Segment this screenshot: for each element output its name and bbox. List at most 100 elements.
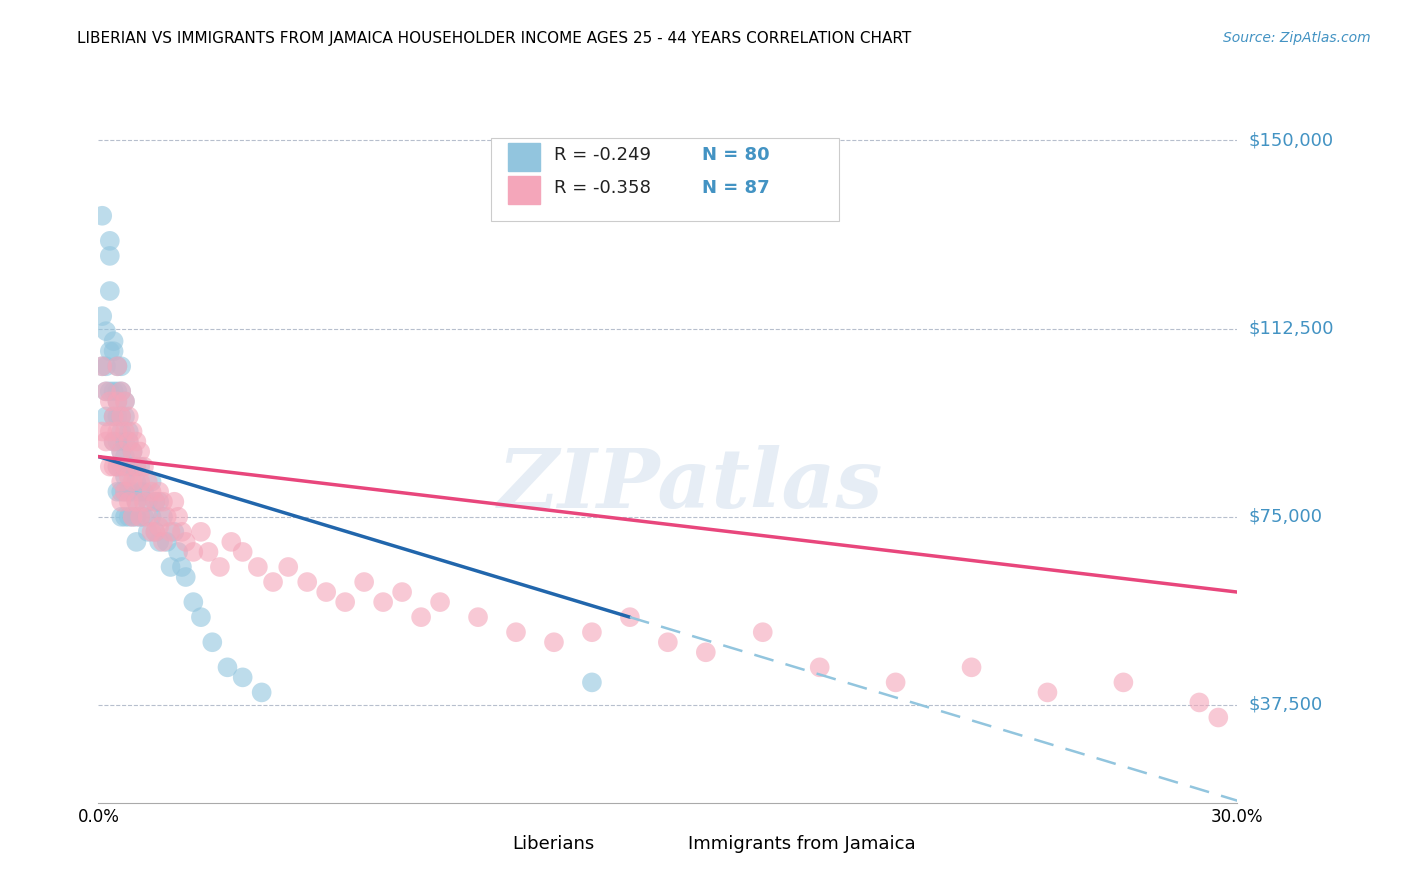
Point [118,469,141,483]
Point [315,585,337,599]
Point [145,494,167,508]
Point [152,509,174,524]
Point [125,475,148,489]
Point [98,384,121,399]
Point [145,494,167,508]
Point [125,494,148,508]
Point [110,384,132,399]
Point [141,484,163,499]
Point [91,359,114,374]
Point [163,524,186,539]
Point [121,425,143,439]
Point [156,509,179,524]
Point [110,384,132,399]
Point [1036,685,1059,699]
Point [148,520,170,534]
Point [110,409,132,424]
Point [190,610,212,624]
Point [174,570,197,584]
Point [152,534,174,549]
Point [121,509,143,524]
Point [118,509,141,524]
Point [114,509,136,524]
Point [121,459,143,474]
Point [335,595,357,609]
Point [121,444,143,458]
Point [110,425,132,439]
Point [183,595,205,609]
Point [94,359,117,374]
Point [118,425,141,439]
Text: $112,500: $112,500 [1249,319,1334,338]
Point [221,534,243,549]
Point [129,484,152,499]
Point [132,459,155,474]
Text: ZIPatlas: ZIPatlas [498,445,883,524]
Point [103,434,125,449]
Point [118,409,141,424]
Point [141,509,163,524]
Point [94,409,117,424]
Point [129,509,152,524]
Point [107,384,129,399]
Point [505,625,527,640]
Point [125,509,148,524]
Point [98,344,121,359]
Point [167,509,190,524]
Point [110,444,132,458]
Point [91,425,114,439]
Point [201,635,224,649]
Point [98,284,121,298]
Point [353,574,375,589]
Point [118,434,141,449]
Point [125,459,148,474]
Point [297,574,319,589]
Point [114,434,136,449]
Point [94,324,117,338]
Point [543,635,565,649]
Point [110,459,132,474]
Point [98,234,121,248]
Point [94,434,117,449]
Point [125,434,148,449]
Text: LIBERIAN VS IMMIGRANTS FROM JAMAICA HOUSEHOLDER INCOME AGES 25 - 44 YEARS CORREL: LIBERIAN VS IMMIGRANTS FROM JAMAICA HOUS… [77,31,911,46]
Point [125,534,148,549]
Point [232,545,254,559]
Point [170,524,193,539]
Point [152,494,174,508]
Point [110,475,132,489]
Point [107,425,129,439]
Text: N = 87: N = 87 [702,179,769,197]
Point [107,459,129,474]
Point [94,384,117,399]
Point [110,359,132,374]
Point [190,524,212,539]
Text: $75,000: $75,000 [1249,508,1323,525]
Point [141,524,163,539]
FancyBboxPatch shape [657,832,682,855]
Point [118,459,141,474]
Point [1112,675,1135,690]
Point [107,484,129,499]
Point [695,645,717,659]
Point [114,425,136,439]
FancyBboxPatch shape [509,177,540,204]
Point [145,524,167,539]
Point [136,475,159,489]
Point [163,494,186,508]
Text: Source: ZipAtlas.com: Source: ZipAtlas.com [1223,31,1371,45]
Point [107,394,129,409]
Point [167,545,190,559]
Point [125,494,148,508]
Point [121,444,143,458]
Point [132,484,155,499]
Point [159,560,181,574]
Point [94,384,117,399]
Point [129,459,152,474]
Point [103,384,125,399]
Point [145,524,167,539]
Point [114,394,136,409]
Point [960,660,983,674]
Text: $150,000: $150,000 [1249,131,1333,150]
Point [884,675,907,690]
